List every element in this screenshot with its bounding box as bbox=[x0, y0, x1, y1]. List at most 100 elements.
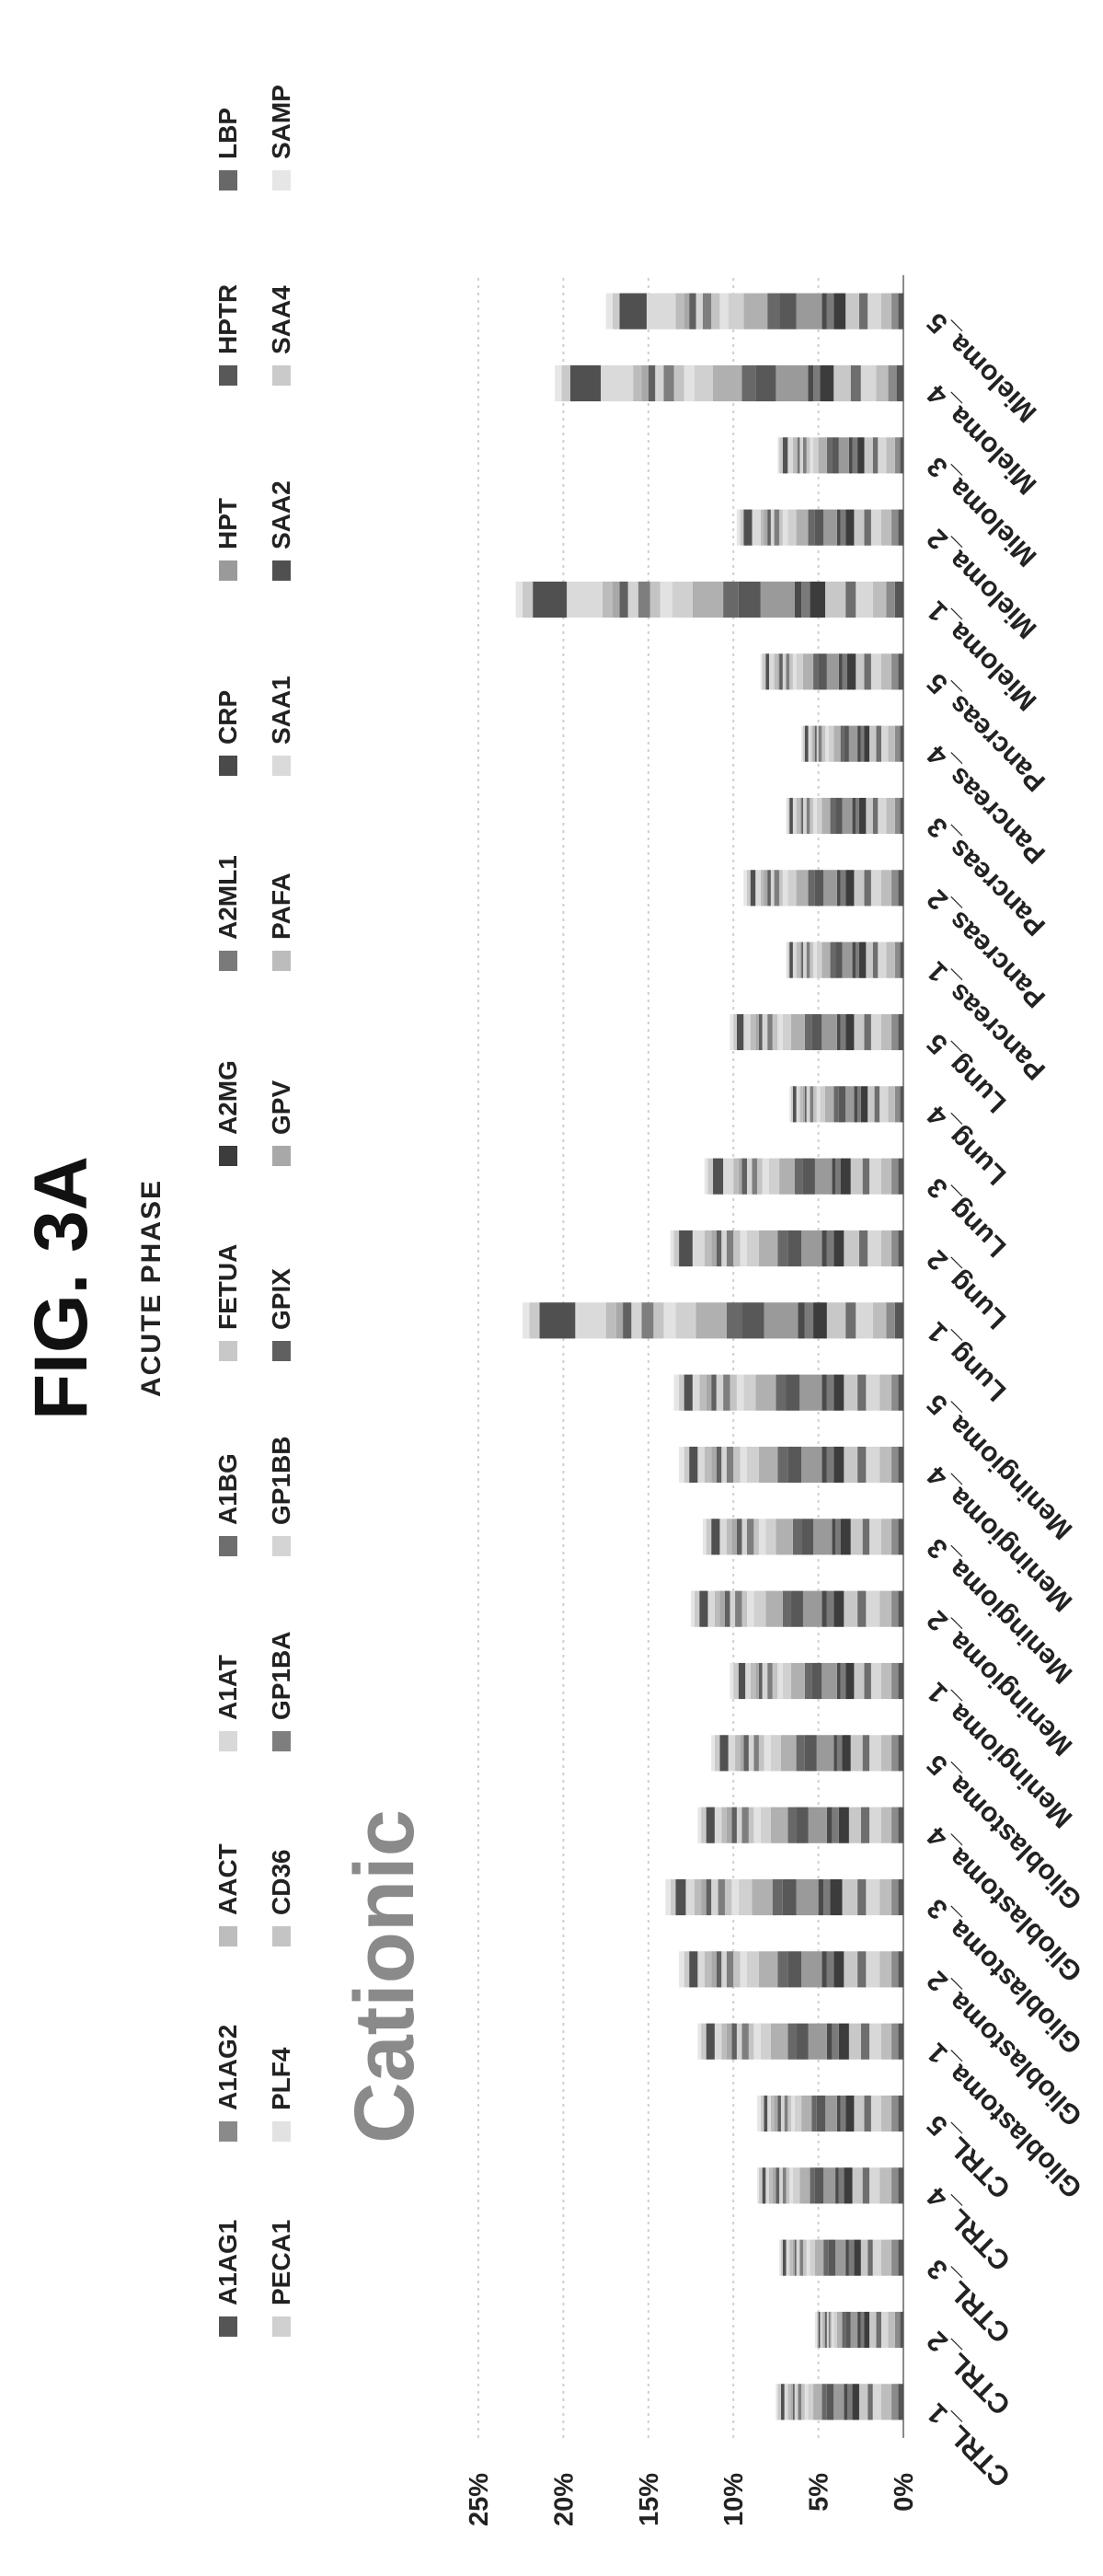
bar-segment bbox=[792, 2239, 795, 2276]
bar-segment bbox=[810, 797, 814, 835]
bar-segment bbox=[714, 2023, 722, 2060]
bar-segment bbox=[706, 1807, 715, 1843]
bar-segment bbox=[704, 1951, 712, 1988]
bar-segment bbox=[858, 293, 868, 329]
bar-segment bbox=[789, 2167, 793, 2204]
bar-segment bbox=[770, 2095, 775, 2132]
bar-segment bbox=[755, 870, 761, 907]
bar-segment bbox=[633, 364, 642, 402]
bar-segment bbox=[697, 1807, 702, 1843]
bar-segment bbox=[799, 2239, 803, 2276]
bar-segment bbox=[711, 1951, 717, 1988]
bar-segment bbox=[835, 1158, 841, 1195]
bar-segment bbox=[786, 2239, 790, 2276]
bar-segment bbox=[898, 293, 903, 329]
bar-segment bbox=[813, 797, 817, 835]
bar-segment bbox=[811, 1013, 822, 1051]
bar-segment bbox=[845, 1013, 855, 1051]
bar-segment bbox=[779, 293, 797, 329]
bar-segment bbox=[898, 1951, 903, 1988]
bar-segment bbox=[828, 2311, 831, 2349]
bar-segment bbox=[689, 1951, 698, 1988]
bar-segment bbox=[605, 1302, 616, 1339]
bar-segment bbox=[787, 797, 790, 835]
bar-segment bbox=[822, 1662, 837, 1700]
bar-segment bbox=[786, 1374, 800, 1411]
bar-segment bbox=[743, 509, 753, 546]
bar-segment bbox=[850, 1158, 863, 1195]
bar-segment bbox=[824, 2311, 827, 2349]
bar-segment bbox=[724, 1590, 730, 1627]
bar-segment bbox=[787, 870, 797, 907]
bar-segment bbox=[695, 293, 703, 329]
bar-segment bbox=[733, 1662, 739, 1700]
bar-segment bbox=[719, 1519, 727, 1555]
bar-segment bbox=[802, 797, 807, 835]
bar-segment bbox=[835, 941, 843, 978]
bar-segment bbox=[752, 509, 761, 546]
bar-segment bbox=[814, 2311, 817, 2349]
bar-segment bbox=[770, 1807, 788, 1843]
bar-segment bbox=[782, 1662, 792, 1700]
y-tick-label: 15% bbox=[635, 2473, 664, 2526]
bar-segment bbox=[869, 1735, 881, 1772]
bar-segment bbox=[765, 653, 770, 690]
bar-segment bbox=[840, 2095, 846, 2132]
bar-segment bbox=[723, 1158, 734, 1195]
bar-segment bbox=[714, 1590, 720, 1627]
bar-segment bbox=[898, 1230, 903, 1267]
bar-segment bbox=[856, 797, 859, 835]
bar-segment bbox=[898, 870, 903, 907]
bar-segment bbox=[780, 1735, 797, 1772]
bar-segment bbox=[857, 1446, 867, 1484]
bar-segment bbox=[679, 1951, 684, 1988]
bar-segment bbox=[852, 941, 856, 978]
bar-segment bbox=[779, 437, 783, 474]
bar-segment bbox=[869, 1158, 881, 1195]
bar-segment bbox=[898, 1807, 903, 1843]
bar-segment bbox=[824, 1086, 834, 1123]
bar-segment bbox=[891, 2167, 899, 2204]
bar-segment bbox=[854, 1013, 865, 1051]
bar-segment bbox=[818, 653, 827, 690]
bar-segment bbox=[898, 2095, 903, 2132]
bar-segment bbox=[840, 870, 846, 907]
bar-segment bbox=[872, 941, 879, 978]
bar-segment bbox=[857, 1374, 867, 1411]
bar-segment bbox=[826, 2023, 833, 2060]
bar-segment bbox=[692, 1374, 700, 1411]
bar-segment bbox=[894, 581, 904, 618]
y-tick-label: 5% bbox=[805, 2473, 834, 2512]
bar-segment bbox=[862, 1735, 870, 1772]
bar-segment bbox=[779, 2167, 783, 2204]
bar-segment bbox=[791, 1662, 805, 1700]
bar-segment bbox=[806, 797, 810, 835]
bar-segment bbox=[692, 1230, 705, 1267]
bar-segment bbox=[533, 581, 568, 618]
bar-segment bbox=[842, 1735, 851, 1772]
bar-segment bbox=[822, 2311, 824, 2349]
bar-segment bbox=[830, 1878, 843, 1916]
bar-segment bbox=[555, 364, 562, 402]
bar-segment bbox=[523, 581, 534, 618]
y-tick-label: 0% bbox=[890, 2473, 919, 2512]
bar-segment bbox=[707, 1158, 714, 1195]
bar-segment bbox=[796, 509, 809, 546]
bar-segment bbox=[864, 437, 873, 474]
bar-segment bbox=[663, 1302, 676, 1339]
bar-segment bbox=[852, 797, 856, 835]
bar-segment bbox=[782, 653, 787, 690]
bar-segment bbox=[799, 941, 802, 978]
bar-segment bbox=[679, 1230, 693, 1267]
bar-segment bbox=[802, 1158, 815, 1195]
bar-segment bbox=[702, 1519, 707, 1555]
bar-segment bbox=[810, 2167, 815, 2204]
bar-segment bbox=[646, 293, 676, 329]
bar-segment bbox=[804, 1013, 812, 1051]
bar-segment bbox=[826, 1446, 834, 1484]
bar-segment bbox=[789, 1086, 792, 1123]
bar-segment bbox=[894, 437, 901, 474]
bar-segment bbox=[898, 509, 903, 546]
bar-segment bbox=[820, 1086, 825, 1123]
bar-segment bbox=[854, 2239, 861, 2276]
